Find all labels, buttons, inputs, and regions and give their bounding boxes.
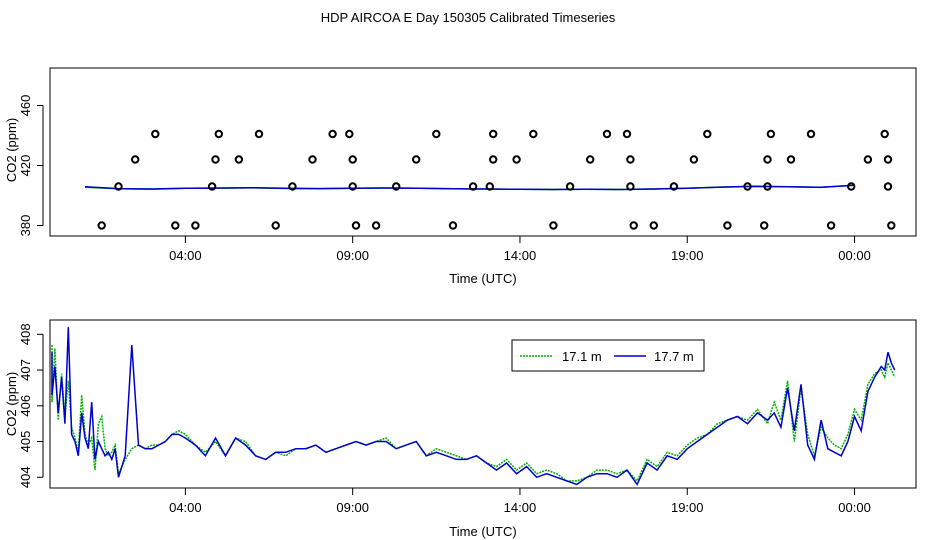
- calibration-point: [760, 221, 769, 230]
- calibration-point: [880, 129, 889, 139]
- x-tick-label: 19:00: [671, 500, 704, 515]
- calibration-point: [489, 155, 498, 164]
- calibration-point: [806, 129, 816, 139]
- calibration-point: [512, 155, 521, 164]
- calibration-point: [826, 221, 836, 230]
- bottom-panel-frame: [49, 319, 917, 489]
- calibration-point: [345, 129, 354, 139]
- calibration-point: [271, 221, 280, 230]
- x-tick-label: 14:00: [504, 500, 537, 515]
- calibration-point: [786, 155, 796, 164]
- x-tick-label: 00:00: [838, 248, 871, 263]
- x-tick-label: 09:00: [336, 248, 369, 263]
- calibration-point: [489, 129, 498, 139]
- chart-title: HDP AIRCOA E Day 150305 Calibrated Times…: [321, 10, 616, 25]
- calibration-point: [211, 155, 220, 164]
- calibration-point: [629, 221, 638, 230]
- calibration-point: [847, 182, 856, 191]
- calibration-point: [328, 129, 337, 139]
- calibration-point: [602, 129, 612, 139]
- calibration-point: [288, 182, 297, 191]
- top-calibration-markers: [97, 129, 896, 230]
- bottom-x-axis-label: Time (UTC): [449, 524, 516, 539]
- calibration-point: [549, 221, 558, 230]
- calibration-point: [763, 155, 772, 164]
- top-panel: 04:00 09:00 14:00 19:00 00:00 380 420 460 Time…: [4, 67, 917, 286]
- x-tick-label: 04:00: [169, 248, 202, 263]
- calibration-point: [669, 182, 679, 191]
- calibration-point: [392, 182, 401, 191]
- calibration-point: [348, 155, 357, 164]
- calibration-point: [254, 129, 264, 139]
- top-panel-frame: [49, 67, 917, 237]
- top-x-axis-label: Time (UTC): [449, 271, 516, 286]
- calibration-point: [485, 182, 494, 191]
- y-tick-label: 404: [18, 466, 33, 488]
- y-tick-label: 407: [18, 359, 33, 381]
- x-tick-label: 00:00: [838, 500, 871, 515]
- calibration-point: [887, 221, 896, 230]
- legend-label-17-7m: 17.7 m: [654, 349, 694, 364]
- calibration-point: [468, 182, 478, 191]
- y-tick-label: 460: [18, 95, 33, 117]
- calibration-point: [171, 221, 180, 230]
- bottom-x-axis: 04:00 09:00 14:00 19:00 00:00: [169, 488, 871, 515]
- calibration-point: [351, 221, 361, 230]
- y-tick-label: 420: [18, 155, 33, 177]
- calibration-point: [766, 129, 776, 139]
- legend-label-17-1m: 17.1 m: [562, 349, 602, 364]
- bottom-series-line-17-7-m: [51, 327, 896, 486]
- y-tick-label: 405: [18, 431, 33, 453]
- y-tick-label: 408: [18, 323, 33, 345]
- calibration-point: [586, 155, 595, 164]
- calibration-point: [626, 182, 635, 191]
- calibration-point: [432, 129, 441, 139]
- calibration-point: [308, 155, 317, 164]
- top-x-axis: 04:00 09:00 14:00 19:00 00:00: [169, 236, 871, 263]
- bottom-y-axis-label: CO2 (ppm): [4, 372, 19, 436]
- bottom-panel: 04:00 09:00 14:00 19:00 00:00 40440540640740…: [4, 319, 917, 539]
- top-y-axis: 380 420 460: [18, 95, 44, 237]
- bottom-series-group: [51, 327, 896, 486]
- calibration-point: [97, 221, 106, 230]
- calibration-point: [412, 155, 421, 164]
- x-tick-label: 19:00: [671, 248, 704, 263]
- calibration-point: [207, 182, 217, 191]
- calibration-point: [565, 182, 575, 191]
- calibration-point: [529, 129, 538, 139]
- calibration-point: [723, 221, 732, 230]
- calibration-point: [371, 221, 381, 230]
- calibration-point: [743, 182, 752, 191]
- x-tick-label: 14:00: [504, 248, 537, 263]
- x-tick-label: 04:00: [169, 500, 202, 515]
- calibration-point: [191, 221, 200, 230]
- calibration-point: [863, 155, 873, 164]
- bottom-y-axis: 404 405 406 407 408: [18, 323, 44, 488]
- calibration-point: [348, 182, 357, 191]
- calibration-point: [448, 221, 458, 230]
- top-y-axis-label: CO2 (ppm): [4, 118, 19, 182]
- calibration-point: [234, 155, 244, 164]
- calibration-point: [214, 129, 224, 139]
- calibration-point: [622, 129, 632, 139]
- calibration-point: [114, 182, 123, 191]
- bottom-series-line-17-1-m: [51, 345, 896, 483]
- y-tick-label: 406: [18, 395, 33, 417]
- calibration-point: [883, 182, 893, 191]
- x-tick-label: 09:00: [336, 500, 369, 515]
- y-tick-label: 380: [18, 215, 33, 237]
- calibration-point: [883, 155, 893, 164]
- calibration-point: [151, 129, 160, 139]
- calibration-point: [763, 182, 772, 191]
- calibration-point: [689, 155, 699, 164]
- calibration-point: [649, 221, 658, 230]
- legend: 17.1 m 17.7 m: [511, 339, 705, 372]
- calibration-point: [626, 155, 635, 164]
- calibration-point: [131, 155, 140, 164]
- calibration-point: [703, 129, 712, 139]
